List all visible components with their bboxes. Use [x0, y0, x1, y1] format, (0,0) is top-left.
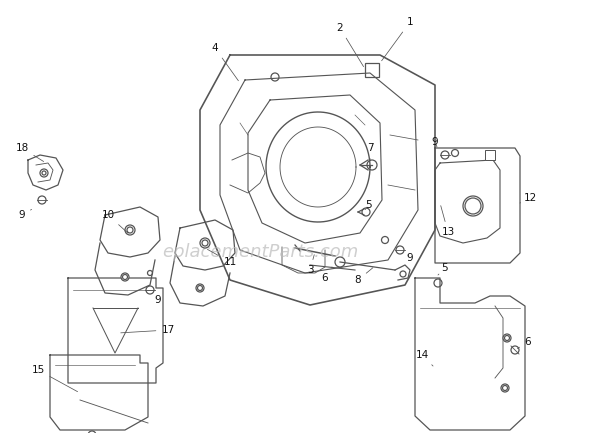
Text: 6: 6	[322, 267, 332, 283]
Text: 15: 15	[31, 365, 77, 392]
Text: 8: 8	[355, 268, 373, 285]
Circle shape	[200, 238, 210, 248]
Text: 10: 10	[101, 210, 128, 233]
Text: 9: 9	[432, 137, 438, 147]
Text: 6: 6	[517, 337, 532, 349]
Text: 9: 9	[19, 210, 32, 220]
Text: 9: 9	[155, 295, 161, 305]
Text: 7: 7	[367, 143, 373, 160]
Bar	[365, 63, 379, 77]
Text: 9: 9	[407, 253, 414, 263]
Text: 5: 5	[438, 263, 448, 275]
Circle shape	[501, 384, 509, 392]
Circle shape	[503, 334, 511, 342]
Circle shape	[125, 225, 135, 235]
Text: 12: 12	[520, 193, 537, 203]
Text: 5: 5	[365, 200, 371, 210]
Text: eplacementParts.com: eplacementParts.com	[162, 243, 358, 261]
Circle shape	[121, 273, 129, 281]
Circle shape	[463, 196, 483, 216]
Circle shape	[40, 169, 48, 177]
Text: 4: 4	[212, 43, 238, 81]
Text: 16: 16	[0, 432, 1, 433]
Text: 13: 13	[441, 206, 455, 237]
Text: 11: 11	[208, 249, 237, 267]
Text: 2: 2	[337, 23, 363, 67]
Text: 18: 18	[15, 143, 44, 162]
Text: 17: 17	[121, 325, 175, 335]
Bar	[485, 150, 495, 160]
Circle shape	[196, 284, 204, 292]
Text: 14: 14	[415, 350, 433, 366]
Text: 3: 3	[307, 255, 314, 275]
Text: 1: 1	[382, 17, 414, 61]
